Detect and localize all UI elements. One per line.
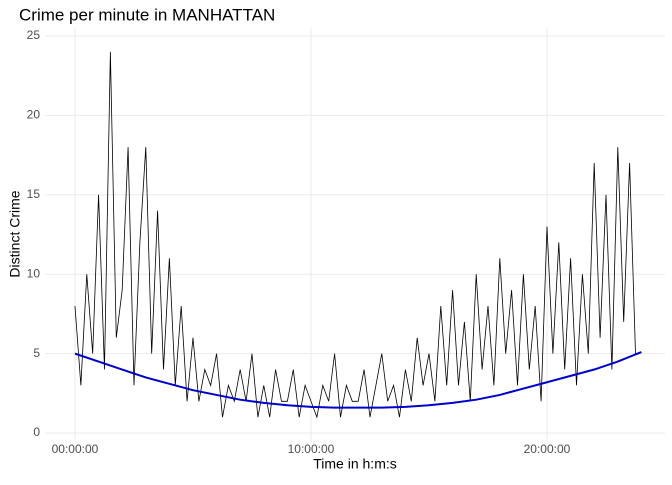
- x-tick-label: 10:00:00: [288, 442, 335, 456]
- y-axis-label: Distinct Crime: [7, 190, 23, 277]
- x-tick-label: 00:00:00: [52, 442, 99, 456]
- y-tick-label: 10: [27, 266, 41, 280]
- y-tick-label: 20: [27, 108, 41, 122]
- x-axis-label: Time in h:m:s: [313, 456, 397, 472]
- y-tick-label: 15: [27, 187, 41, 201]
- y-tick-label: 5: [33, 346, 40, 360]
- data-line: [74, 51, 636, 419]
- smooth-line: [74, 351, 642, 409]
- y-tick-label: 25: [27, 28, 41, 42]
- x-tick-label: 20:00:00: [524, 442, 571, 456]
- y-tick-label: 0: [33, 425, 40, 439]
- chart-title: Crime per minute in MANHATTAN: [19, 5, 275, 24]
